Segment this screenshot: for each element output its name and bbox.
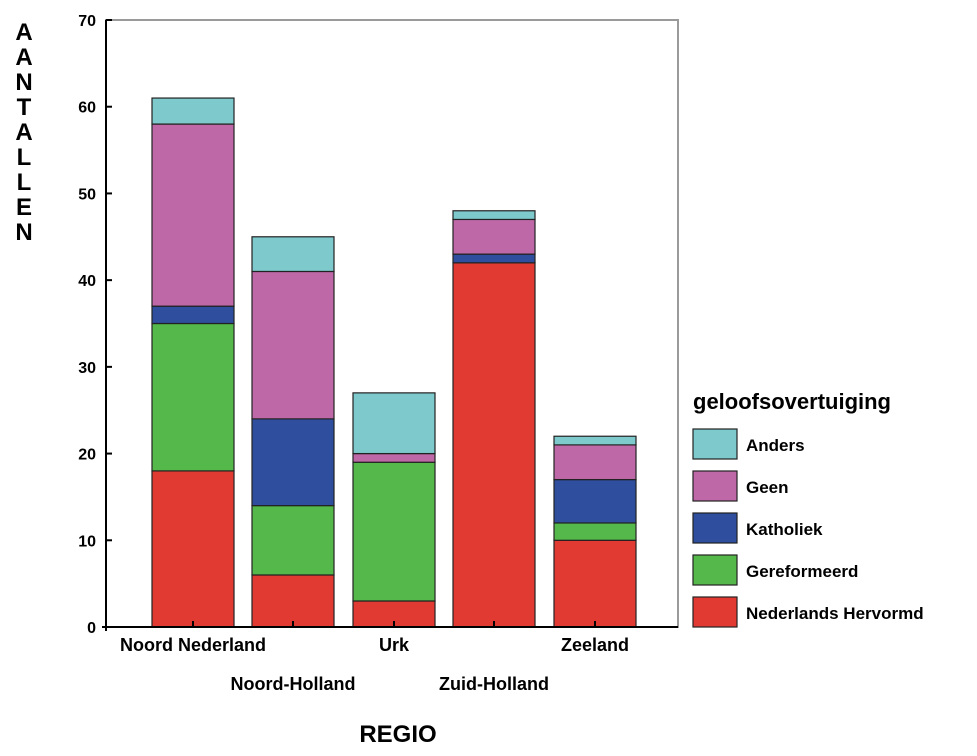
bar-segment <box>553 478 637 524</box>
y-axis-title-letter: L <box>17 144 32 171</box>
legend-label: Gereformeerd <box>746 562 858 581</box>
bar-segment <box>251 574 335 628</box>
bar-segment <box>553 522 637 541</box>
y-axis-title-letter: T <box>17 94 32 121</box>
y-tick-label: 40 <box>78 273 96 290</box>
legend-label: Geen <box>746 478 789 497</box>
axes: 0 10 20 30 40 50 60 70 Noord Nederland Noord-Holl… <box>78 13 678 694</box>
legend-swatch <box>692 470 738 502</box>
bar-segment <box>251 505 335 576</box>
x-tick-label: Urk <box>379 635 410 655</box>
bar-segment <box>452 262 536 628</box>
bar-segment <box>151 470 235 628</box>
bar-segment <box>452 210 536 221</box>
bar-segment <box>452 253 536 264</box>
bar-segment <box>553 435 637 446</box>
y-axis-title-letter: A <box>15 19 32 46</box>
bar-segment <box>553 539 637 628</box>
y-tick-label: 70 <box>78 13 96 30</box>
legend-label: Nederlands Hervormd <box>746 604 924 623</box>
legend-label: Anders <box>746 436 805 455</box>
bar-segment <box>251 236 335 273</box>
y-axis-title-letter: E <box>16 194 32 221</box>
y-tick-label: 0 <box>87 620 96 637</box>
bars <box>151 97 637 628</box>
y-tick-label: 10 <box>78 533 96 550</box>
x-axis-title: REGIO <box>359 721 436 748</box>
y-tick-label: 60 <box>78 100 96 117</box>
y-axis-title-letter: N <box>15 219 32 246</box>
legend-swatch <box>692 428 738 460</box>
bar-segment <box>352 461 436 602</box>
legend-swatch <box>692 596 738 628</box>
legend-swatch <box>692 554 738 586</box>
y-tick-label: 50 <box>78 186 96 203</box>
x-tick-label: Zuid-Holland <box>439 674 549 694</box>
y-axis-title-letter: L <box>17 169 32 196</box>
legend-label: Katholiek <box>746 520 823 539</box>
bar-segment <box>151 123 235 307</box>
legend-title: geloofsovertuiging <box>693 389 891 414</box>
bar-segment <box>352 452 436 463</box>
bar-segment <box>151 305 235 325</box>
bar-segment <box>452 218 536 255</box>
y-axis-title-letter: A <box>15 119 32 146</box>
bar-segment <box>352 392 436 455</box>
bar-segment <box>251 270 335 420</box>
x-tick-label: Zeeland <box>561 635 629 655</box>
bar-segment <box>151 322 235 472</box>
x-tick-label: Noord Nederland <box>120 635 266 655</box>
x-tick-label: Noord-Holland <box>231 674 356 694</box>
y-tick-label: 30 <box>78 360 96 377</box>
bar-segment <box>553 444 637 481</box>
legend-swatch <box>692 512 738 544</box>
legend: Anders Geen Katholiek Gereformeerd Nederland… <box>692 428 924 628</box>
y-tick-label: 20 <box>78 447 96 464</box>
bar-segment <box>151 97 235 125</box>
y-axis-title-letter: N <box>15 69 32 96</box>
y-axis-title-letter: A <box>15 44 32 71</box>
bar-segment <box>251 418 335 507</box>
